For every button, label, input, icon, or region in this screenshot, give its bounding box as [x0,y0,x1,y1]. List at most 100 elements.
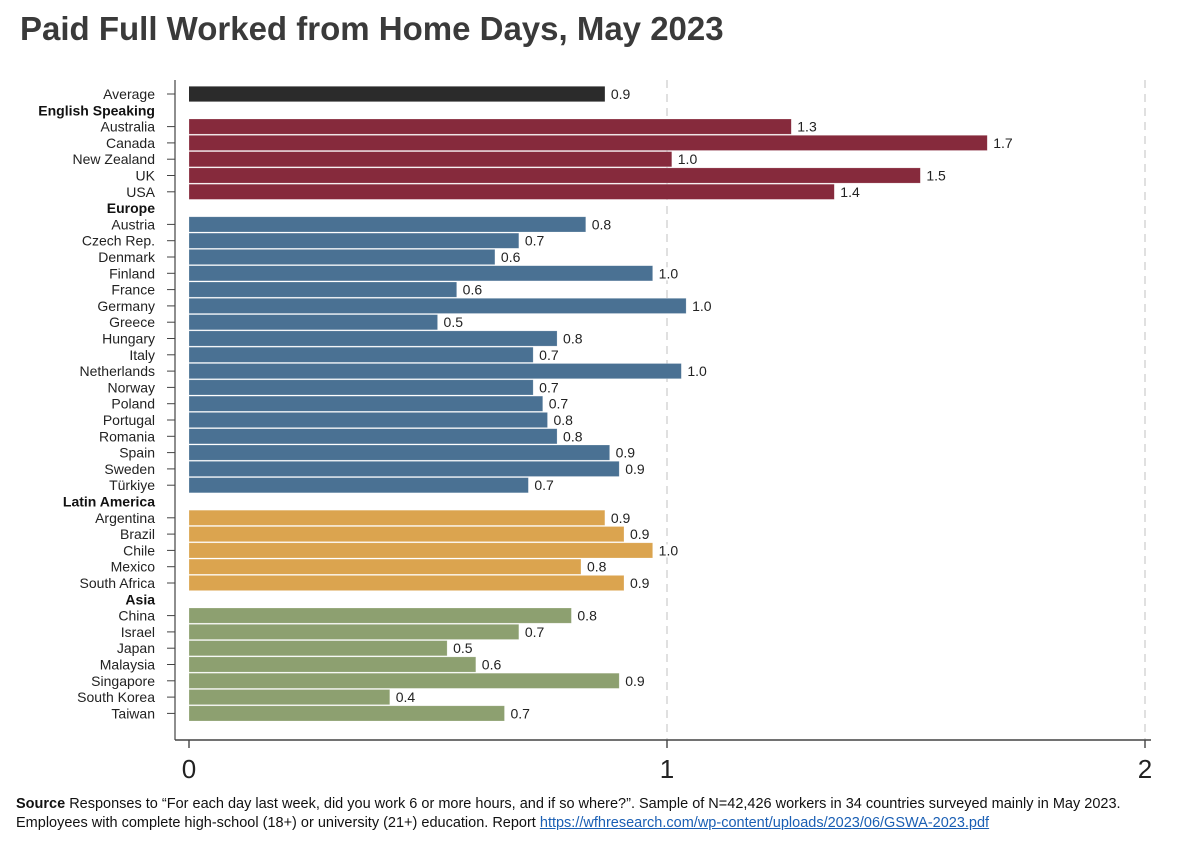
value-label-bg-finland [654,267,687,281]
value-label-spain: 0.9 [616,445,636,461]
bar-usa [188,183,835,200]
value-label-sweden: 0.9 [625,461,645,477]
value-label-bg-hungary [559,332,592,346]
bar-poland [188,395,544,412]
value-label-bg-canada [989,136,1022,150]
value-label-chile: 1.0 [659,542,679,558]
group-label-asia: Asia [125,591,155,607]
category-label-canada: Canada [106,135,155,151]
value-label-bg-greece [439,316,472,330]
x-tick-label-1: 1 [660,754,674,784]
value-label-denmark: 0.6 [501,249,521,265]
value-label-t-rkiye: 0.7 [534,477,554,493]
source-text: Responses to “For each day last week, di… [16,796,1121,831]
bar-japan [188,640,448,657]
source-label: Source [16,796,66,812]
value-label-bg-czech-rep [520,234,553,248]
value-label-south-korea: 0.4 [396,689,416,705]
value-label-bg-china [573,609,606,623]
category-label-malaysia: Malaysia [100,657,155,673]
category-label-greece: Greece [109,314,155,330]
value-label-china: 0.8 [577,608,597,624]
group-label-english-speaking: English Speaking [38,102,155,118]
category-label-austria: Austria [111,216,155,232]
value-label-bg-new-zealand [673,153,706,167]
bar-malaysia [188,656,477,673]
bar-denmark [188,249,496,265]
category-label-poland: Poland [111,396,155,412]
category-label-netherlands: Netherlands [80,363,156,379]
category-label-singapore: Singapore [91,673,155,689]
category-label-hungary: Hungary [102,331,155,347]
category-label-finland: Finland [109,265,155,281]
category-label-new-zealand: New Zealand [73,151,156,167]
value-label-bg-spain [611,446,644,460]
value-label-bg-norway [535,381,568,395]
value-label-canada: 1.7 [993,135,1013,151]
value-label-japan: 0.5 [453,640,473,656]
value-label-bg-singapore [621,674,654,688]
value-label-bg-france [458,283,491,297]
value-label-brazil: 0.9 [630,526,650,542]
value-label-mexico: 0.8 [587,559,607,575]
bar-romania [188,428,558,445]
bar-sweden [188,460,620,477]
value-label-portugal: 0.8 [554,412,574,428]
value-label-average: 0.9 [611,86,631,102]
report-link[interactable]: https://wfhresearch.com/wp-content/uploa… [539,815,990,831]
category-label-israel: Israel [121,624,155,640]
category-label-average: Average [103,86,155,102]
group-label-europe: Europe [107,200,155,216]
bar-chile [188,542,653,559]
category-label-portugal: Portugal [103,412,155,428]
category-label-norway: Norway [108,379,155,395]
category-label-south-africa: South Africa [80,575,156,591]
value-label-bg-israel [520,625,553,639]
value-label-italy: 0.7 [539,347,559,363]
group-label-latin-america: Latin America [63,494,155,510]
bar-france [188,281,457,298]
bar-south-africa [188,575,625,591]
category-label-mexico: Mexico [111,559,156,575]
value-label-bg-taiwan [506,707,539,721]
value-label-bg-italy [535,348,568,362]
bar-canada [188,135,988,151]
category-label-uk: UK [136,168,156,184]
bar-new-zealand [188,151,673,168]
value-label-bg-south-africa [625,577,658,590]
bar-argentina [188,509,606,526]
value-label-bg-average [606,88,639,101]
category-label-germany: Germany [97,298,155,314]
value-label-bg-mexico [582,560,615,574]
value-label-bg-denmark [496,251,529,264]
x-tick-label-0: 0 [182,754,196,784]
value-label-bg-south-korea [391,691,424,705]
bar-germany [188,297,687,314]
bar-netherlands [188,363,682,379]
value-label-bg-japan [449,642,482,656]
bar-singapore [188,672,620,689]
bar-greece [188,314,438,331]
value-label-netherlands: 1.0 [687,363,707,379]
category-label-australia: Australia [101,119,156,135]
category-label-usa: USA [126,184,155,200]
value-label-bg-germany [688,299,721,313]
source-note: Source Responses to “For each day last w… [16,795,1186,833]
category-label-romania: Romania [99,428,155,444]
category-label-france: France [111,282,155,298]
bar-portugal [188,412,548,428]
category-label-argentina: Argentina [95,510,155,526]
value-label-bg-malaysia [477,658,510,672]
bar-hungary [188,330,558,347]
value-label-uk: 1.5 [926,168,946,184]
value-label-israel: 0.7 [525,624,545,640]
value-label-austria: 0.8 [592,216,612,232]
value-label-bg-australia [793,120,826,134]
bar-uk [188,167,921,184]
bar-spain [188,444,610,461]
bar-italy [188,346,534,363]
category-label-south-korea: South Korea [77,689,155,705]
bar-finland [188,265,653,282]
value-label-bg-usa [836,185,869,199]
bar-brazil [188,526,625,542]
